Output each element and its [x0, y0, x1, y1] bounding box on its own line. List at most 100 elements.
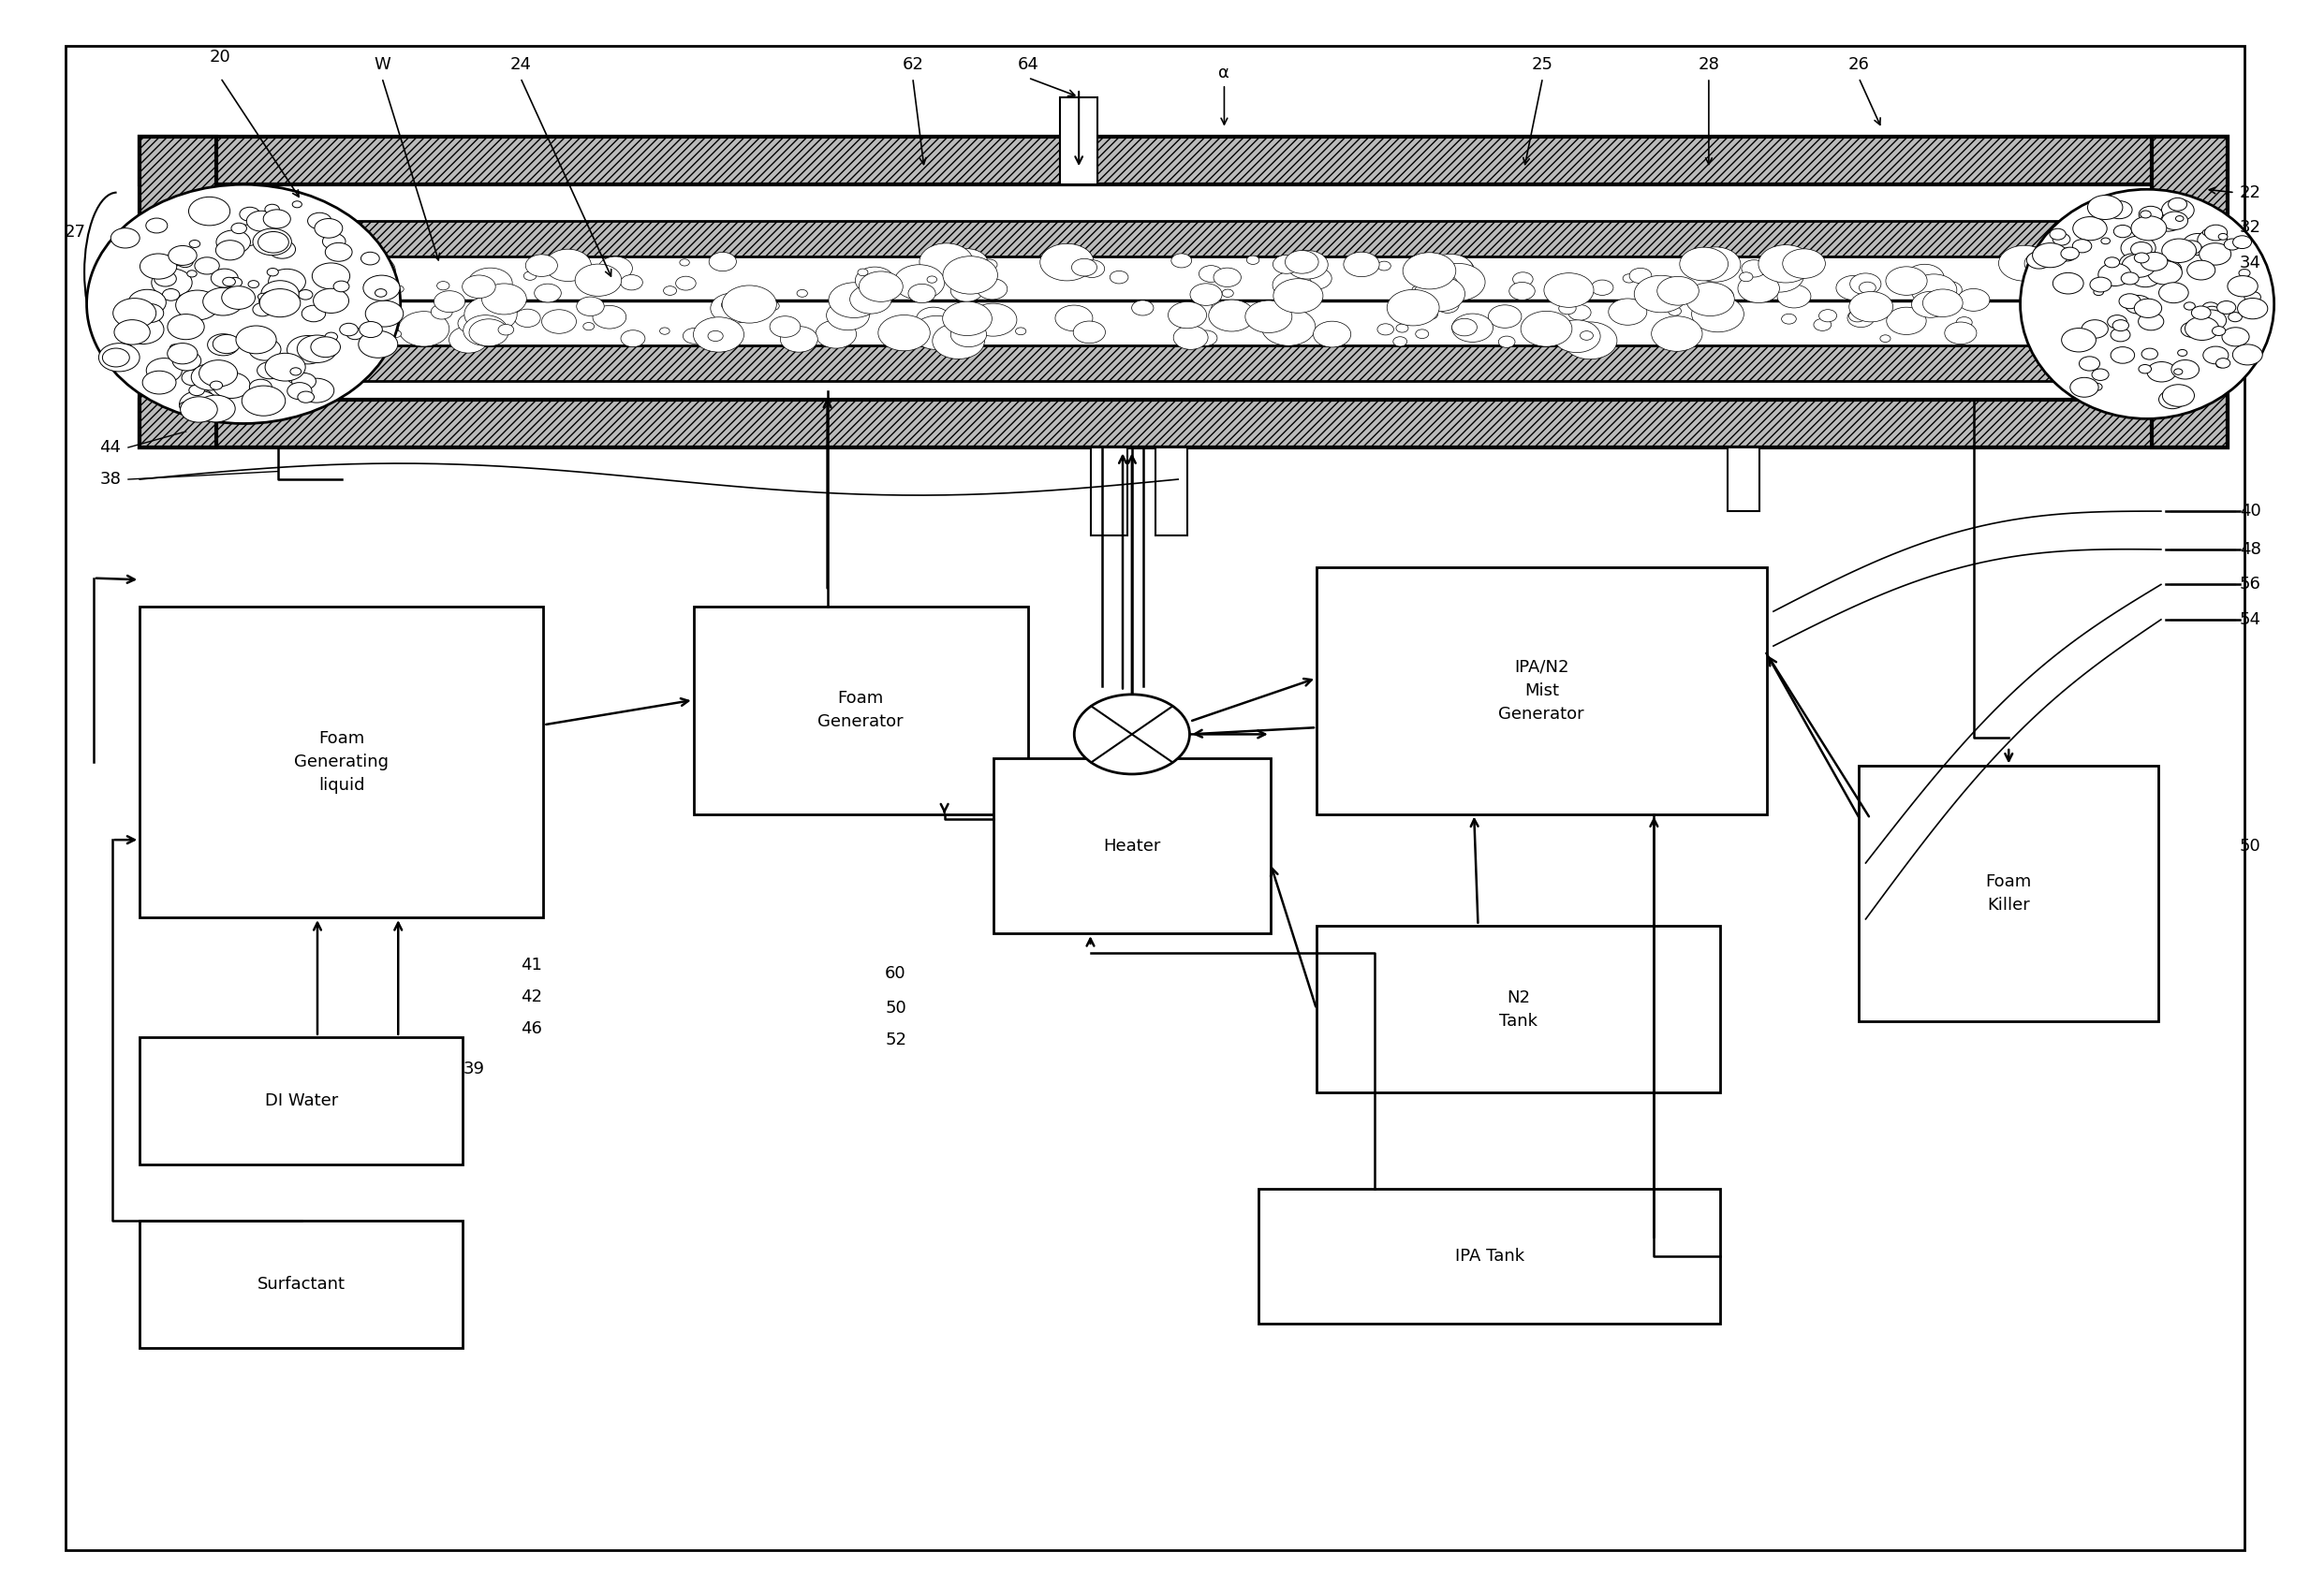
Text: IPA/N2
Mist
Generator: IPA/N2 Mist Generator — [1499, 659, 1585, 723]
Circle shape — [298, 378, 335, 402]
Circle shape — [2160, 389, 2185, 409]
Circle shape — [2017, 246, 2063, 278]
Circle shape — [243, 386, 286, 417]
Circle shape — [1776, 284, 1811, 308]
Circle shape — [236, 326, 277, 354]
Text: 56: 56 — [2238, 576, 2261, 592]
Circle shape — [767, 302, 778, 310]
Circle shape — [1411, 286, 1423, 294]
Bar — [139, 1037, 462, 1165]
Circle shape — [266, 353, 305, 381]
Circle shape — [2139, 313, 2164, 330]
Circle shape — [2121, 254, 2148, 273]
Text: 20: 20 — [210, 48, 231, 65]
Circle shape — [1691, 295, 1744, 332]
Circle shape — [180, 391, 219, 418]
Circle shape — [781, 326, 818, 353]
Circle shape — [1238, 303, 1250, 311]
Circle shape — [2204, 225, 2227, 241]
Circle shape — [189, 196, 231, 225]
Circle shape — [2174, 369, 2183, 375]
Circle shape — [2234, 279, 2255, 292]
Circle shape — [1488, 305, 1522, 327]
Circle shape — [316, 292, 351, 316]
Circle shape — [1887, 306, 1927, 335]
Circle shape — [1564, 322, 1617, 359]
Circle shape — [326, 243, 351, 262]
Circle shape — [448, 326, 487, 353]
Circle shape — [464, 314, 508, 346]
Circle shape — [113, 319, 150, 345]
Circle shape — [208, 334, 238, 356]
Circle shape — [1848, 292, 1892, 322]
Circle shape — [240, 207, 261, 222]
Circle shape — [1171, 254, 1192, 268]
Circle shape — [462, 275, 497, 298]
Circle shape — [2040, 286, 2061, 298]
Circle shape — [1056, 305, 1093, 330]
Circle shape — [926, 276, 938, 282]
Circle shape — [2049, 228, 2065, 239]
Circle shape — [970, 303, 1016, 337]
Circle shape — [2134, 298, 2162, 318]
Circle shape — [1190, 284, 1222, 305]
Text: 24: 24 — [511, 56, 531, 73]
Bar — [1860, 766, 2160, 1021]
Circle shape — [2056, 255, 2104, 289]
Circle shape — [178, 257, 194, 268]
Text: 44: 44 — [99, 439, 122, 456]
Circle shape — [2169, 198, 2188, 211]
Circle shape — [478, 335, 490, 342]
Circle shape — [1860, 282, 1876, 294]
Circle shape — [1425, 311, 1437, 319]
Circle shape — [192, 364, 229, 391]
Bar — [1317, 926, 1721, 1093]
Circle shape — [1668, 306, 1682, 316]
Circle shape — [314, 289, 349, 313]
Circle shape — [1222, 289, 1234, 297]
Circle shape — [268, 270, 305, 295]
Circle shape — [169, 251, 189, 265]
Text: 26: 26 — [1848, 56, 1869, 73]
Circle shape — [1245, 300, 1291, 334]
Circle shape — [677, 276, 695, 290]
Circle shape — [582, 322, 594, 330]
Circle shape — [2114, 225, 2132, 238]
Circle shape — [2111, 346, 2134, 364]
Circle shape — [259, 290, 289, 311]
Circle shape — [141, 254, 178, 279]
Circle shape — [99, 343, 139, 372]
Circle shape — [291, 373, 316, 389]
Circle shape — [213, 335, 240, 353]
Circle shape — [323, 265, 349, 282]
Circle shape — [933, 322, 984, 359]
Text: Foam
Generator: Foam Generator — [818, 689, 903, 731]
Circle shape — [2033, 270, 2070, 294]
Circle shape — [1652, 316, 1702, 351]
Circle shape — [1199, 265, 1222, 282]
Circle shape — [162, 289, 180, 300]
Circle shape — [1414, 276, 1465, 311]
Circle shape — [390, 330, 402, 337]
Circle shape — [2121, 273, 2139, 284]
Circle shape — [2054, 262, 2072, 273]
Circle shape — [432, 305, 453, 319]
Text: 46: 46 — [520, 1020, 543, 1037]
Circle shape — [303, 305, 326, 322]
Bar — [1155, 447, 1187, 535]
Circle shape — [1109, 271, 1127, 284]
Circle shape — [1813, 319, 1832, 330]
Bar — [993, 758, 1271, 934]
Text: 38: 38 — [99, 471, 122, 488]
Circle shape — [2146, 362, 2176, 381]
Bar — [139, 137, 2227, 185]
Circle shape — [469, 268, 513, 298]
Circle shape — [289, 375, 300, 383]
Ellipse shape — [2021, 190, 2273, 418]
Circle shape — [1705, 286, 1732, 306]
Circle shape — [143, 370, 176, 394]
Circle shape — [1287, 251, 1328, 279]
Circle shape — [1580, 330, 1594, 340]
Text: IPA Tank: IPA Tank — [1455, 1248, 1525, 1264]
Circle shape — [534, 284, 561, 302]
